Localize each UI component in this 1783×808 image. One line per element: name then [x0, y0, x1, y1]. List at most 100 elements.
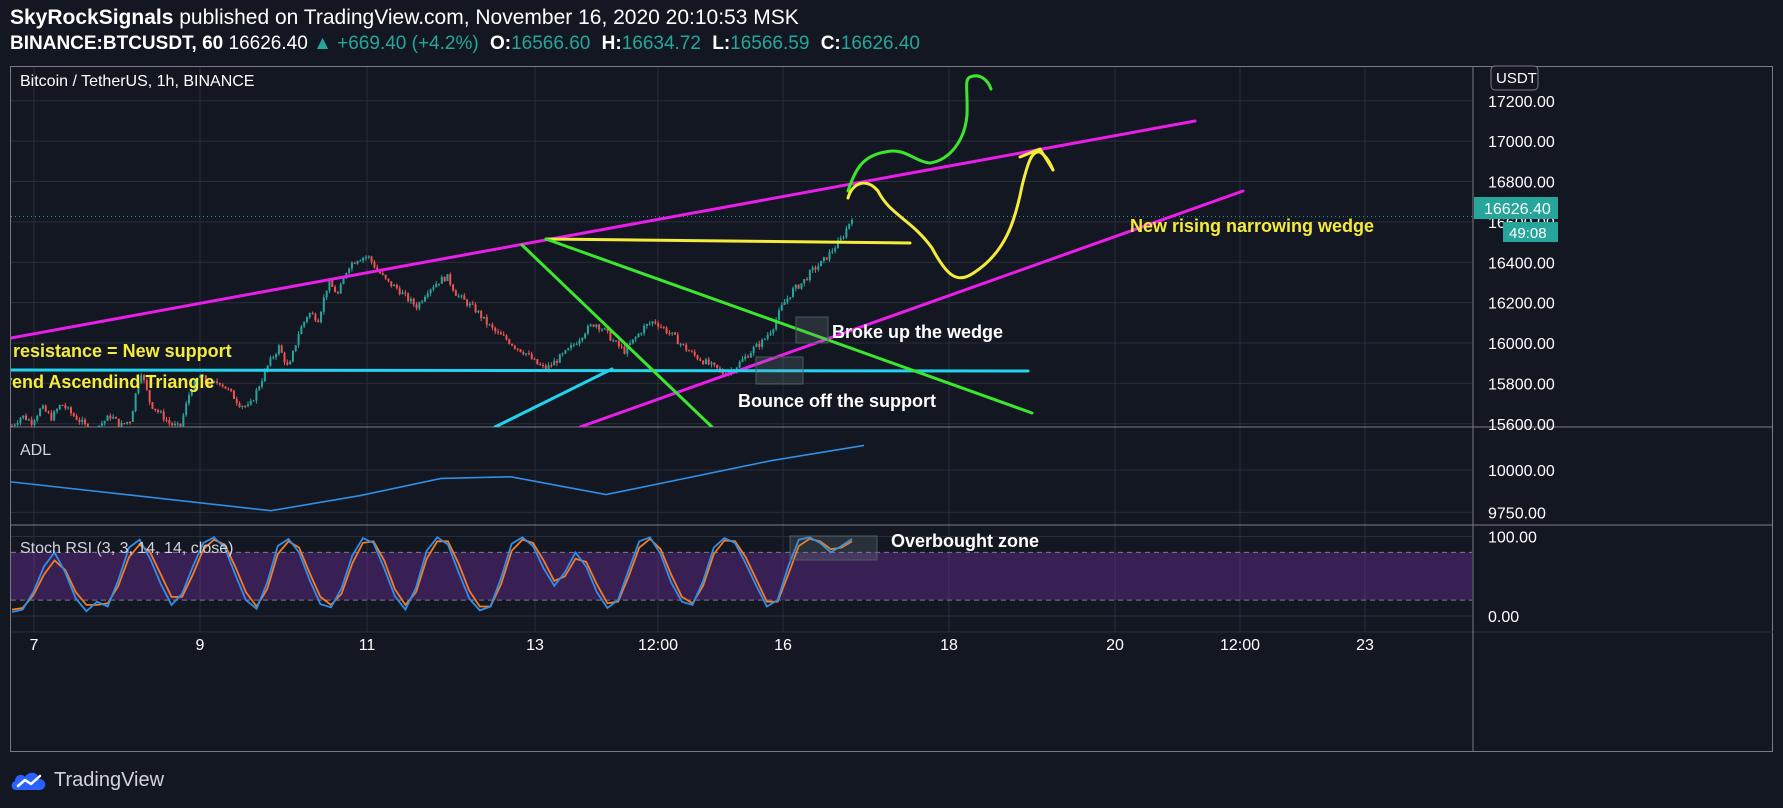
low-label: L:	[712, 33, 731, 54]
candle-body	[808, 270, 811, 281]
candle-body	[570, 345, 573, 349]
candle-body	[595, 324, 598, 327]
candle-body	[266, 365, 269, 371]
candle-body	[811, 267, 814, 271]
candle-body	[78, 419, 81, 422]
candle-body	[848, 223, 851, 229]
candle-body	[286, 362, 289, 365]
candle-body	[221, 384, 224, 387]
candle-body	[654, 321, 657, 324]
triangle-trend-line	[493, 367, 614, 427]
candle-body	[41, 405, 44, 409]
candle-body	[300, 326, 303, 335]
candle-body	[314, 314, 317, 321]
candle-body	[252, 400, 255, 402]
author-name[interactable]: SkyRockSignals	[10, 6, 174, 29]
candle-body	[193, 380, 196, 392]
candle-body	[367, 256, 370, 258]
candle-body	[27, 419, 30, 421]
candle-body	[320, 311, 323, 323]
candle-body	[263, 370, 266, 382]
candle-body	[763, 338, 766, 340]
publish-info: published on TradingView.com, November 1…	[179, 6, 799, 29]
candle-body	[814, 267, 817, 270]
candle-body	[581, 337, 584, 341]
time-tick-label: 11	[359, 637, 376, 654]
candle-body	[468, 303, 471, 306]
candle-body	[578, 340, 581, 345]
overbought-box	[789, 535, 878, 561]
candle-body	[72, 413, 75, 417]
candle-body	[440, 276, 443, 284]
candle-body	[713, 362, 716, 365]
annotation-ascending-triangle: rend Ascendind Triangle	[5, 372, 214, 392]
candle-body	[339, 284, 342, 294]
candle-body	[84, 419, 87, 425]
candle-body	[527, 353, 530, 355]
candle-body	[783, 302, 786, 305]
stoch-k-line	[11, 536, 853, 613]
candle-body	[584, 333, 587, 338]
candle-body	[536, 359, 539, 365]
stoch-pane-title: Stoch RSI (3, 3, 14, 14, close)	[20, 540, 233, 557]
countdown-text: 49:08	[1509, 225, 1547, 242]
candle-body	[103, 420, 106, 424]
candle-body	[438, 283, 441, 285]
candle-body	[702, 360, 705, 365]
candle-body	[674, 332, 677, 335]
candle-body	[390, 281, 393, 287]
time-tick-label: 12:00	[638, 637, 678, 654]
tradingview-brand[interactable]: TradingView	[10, 768, 164, 792]
candle-body	[516, 348, 519, 350]
candle-body	[216, 381, 219, 383]
breakout-box	[795, 316, 829, 344]
candle-body	[53, 411, 56, 421]
candle-body	[19, 417, 22, 423]
candle-body	[544, 365, 547, 371]
candle-body	[505, 335, 508, 340]
wedge-lower-line	[578, 189, 1245, 427]
candle-body	[331, 280, 334, 287]
candle-body	[825, 257, 828, 260]
candle-body	[600, 329, 603, 331]
candle-body	[471, 303, 474, 305]
candle-body	[586, 325, 589, 334]
candle-body	[747, 356, 750, 358]
candle-body	[117, 418, 120, 427]
brand-name: TradingView	[54, 768, 165, 791]
candle-body	[488, 324, 491, 326]
candle-body	[533, 359, 536, 361]
candle-body	[474, 304, 477, 313]
candle-body	[794, 284, 797, 289]
candle-body	[522, 352, 525, 355]
candle-body	[707, 359, 710, 365]
candle-body	[187, 395, 190, 404]
candle-body	[834, 248, 837, 252]
candle-body	[407, 293, 410, 302]
candle-body	[308, 313, 311, 318]
close-label: C:	[820, 33, 841, 54]
candle-body	[322, 297, 325, 312]
candle-body	[443, 276, 446, 282]
candle-body	[662, 326, 665, 328]
last-price-tag-text: 16626.40	[1484, 201, 1551, 218]
candle-body	[679, 343, 682, 345]
adl-tick-label: 9750.00	[1488, 505, 1546, 522]
candle-body	[738, 361, 741, 368]
candle-body	[789, 297, 792, 299]
candle-body	[657, 323, 660, 327]
candle-body	[617, 341, 620, 347]
candle-body	[255, 389, 258, 401]
candle-body	[11, 425, 13, 427]
candle-body	[797, 284, 800, 289]
candle-body	[744, 356, 747, 360]
candle-body	[213, 381, 216, 383]
candle-body	[775, 319, 778, 330]
price-tick-label: 17000.00	[1488, 134, 1555, 151]
candle-body	[272, 357, 275, 359]
candle-body	[668, 333, 671, 335]
price-tick-label: 16000.00	[1488, 336, 1555, 353]
candle-body	[659, 326, 662, 328]
candle-body	[128, 421, 131, 423]
